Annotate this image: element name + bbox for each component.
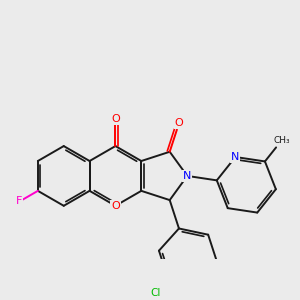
Text: O: O [111, 201, 120, 211]
Text: O: O [111, 114, 120, 124]
Text: O: O [175, 118, 183, 128]
Text: CH₃: CH₃ [273, 136, 290, 145]
Text: N: N [231, 152, 240, 162]
Text: Cl: Cl [151, 288, 161, 298]
Text: F: F [16, 196, 23, 206]
Text: N: N [183, 171, 191, 181]
